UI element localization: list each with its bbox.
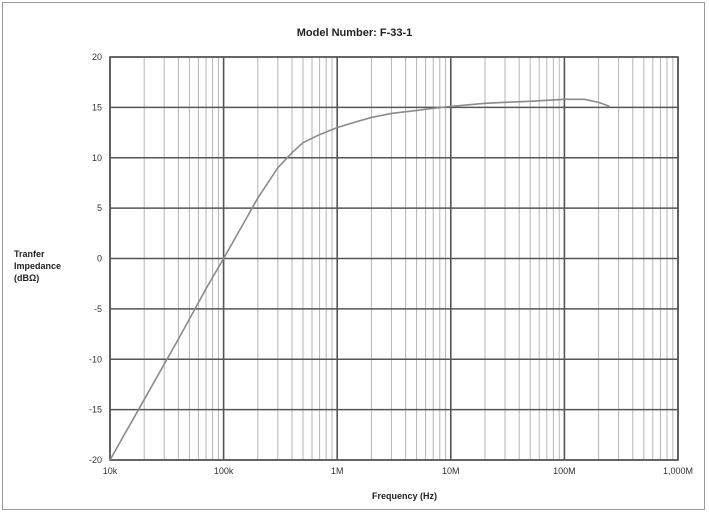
y-tick-label: 15	[92, 102, 102, 112]
x-tick-label: 1,000M	[663, 466, 693, 476]
chart-frame	[2, 2, 705, 510]
plot-border	[109, 56, 679, 461]
x-tick-label: 10k	[103, 466, 118, 476]
x-tick-label: 100k	[214, 466, 234, 476]
y-tick-label: 0	[97, 254, 102, 264]
chart-title: Model Number: F-33-1	[296, 27, 413, 39]
x-tick-label: 1M	[331, 466, 344, 476]
x-axis-label: Frequency (Hz)	[371, 491, 437, 501]
y-tick-label: -20	[89, 455, 102, 465]
x-tick-label: 100M	[553, 466, 576, 476]
y-tick-label: 20	[92, 52, 102, 62]
y-axis-label-line-1: Tranfer	[14, 249, 45, 259]
y-axis-label: Tranfer Impedance (dBΩ)	[14, 248, 61, 284]
y-tick-label: 5	[97, 203, 102, 213]
series-line	[109, 98, 610, 461]
y-tick-label: -10	[89, 354, 102, 364]
y-axis-label-line-2: Impedance	[14, 261, 62, 271]
y-axis-label-line-3: (dBΩ)	[14, 273, 40, 283]
y-tick-label: 10	[92, 153, 102, 163]
y-tick-label: -15	[89, 405, 102, 415]
x-tick-label: 10M	[442, 466, 460, 476]
y-tick-label: -5	[94, 304, 102, 314]
